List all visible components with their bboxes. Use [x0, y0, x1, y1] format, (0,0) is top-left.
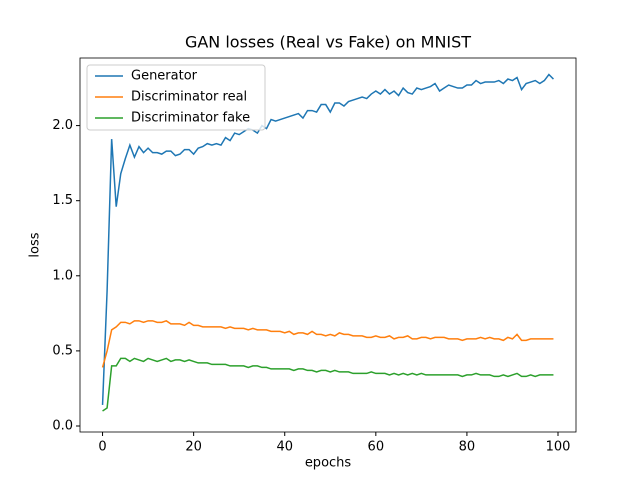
- line: [101, 320, 554, 368]
- legend-label: Discriminator fake: [131, 111, 250, 126]
- x-tick-label: 60: [368, 440, 385, 455]
- y-tick-label: 0.5: [52, 343, 73, 358]
- line: [101, 73, 554, 405]
- x-tick-label: 40: [276, 440, 293, 455]
- x-tick-label: 0: [98, 440, 106, 455]
- chart-title: GAN losses (Real vs Fake) on MNIST: [185, 33, 471, 52]
- y-tick-label: 1.5: [52, 193, 73, 208]
- y-tick-label: 2.0: [52, 118, 73, 133]
- x-axis-label: epochs: [305, 456, 352, 471]
- y-tick-label: 0.0: [52, 418, 73, 433]
- x-tick-label: 20: [185, 440, 202, 455]
- legend-label: Discriminator real: [131, 90, 247, 105]
- x-tick-label: 100: [546, 440, 571, 455]
- legend-label: Generator: [131, 69, 198, 84]
- legend-box: [86, 64, 266, 131]
- y-tick-label: 1.0: [52, 268, 73, 283]
- line: [102, 357, 554, 412]
- axes-frame: [79, 57, 577, 433]
- x-tick-label: 80: [459, 440, 476, 455]
- y-axis-label: loss: [28, 232, 43, 257]
